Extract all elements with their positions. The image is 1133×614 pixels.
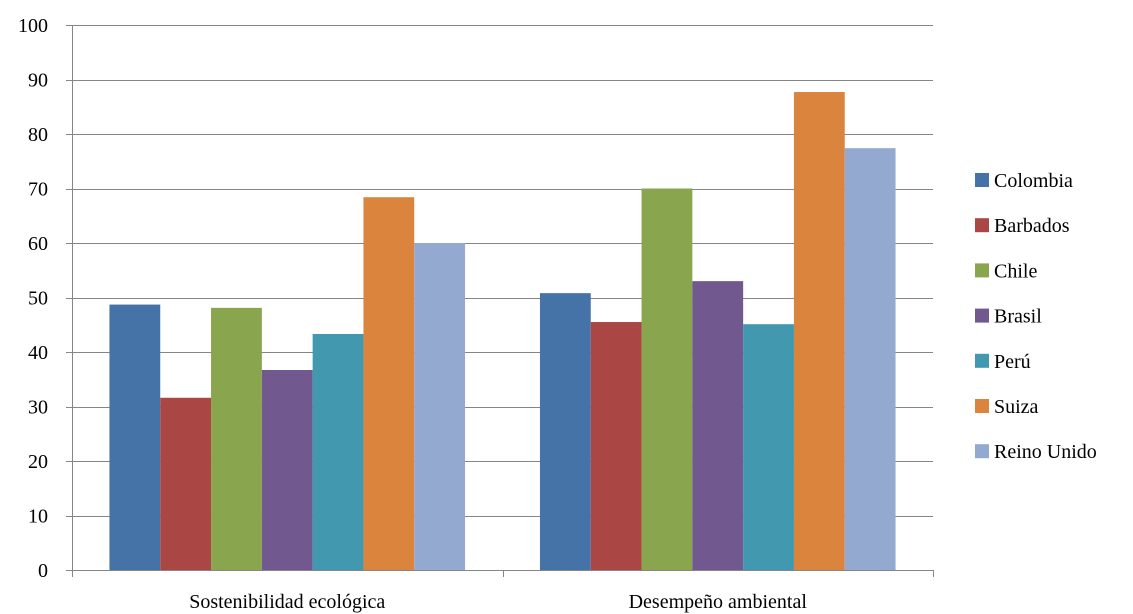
y-tick-label: 30 <box>28 397 48 419</box>
bar-perú <box>312 334 364 570</box>
y-tick-label: 0 <box>38 560 48 582</box>
legend-swatch <box>975 399 989 413</box>
bar-chile <box>641 188 693 570</box>
legend-swatch <box>975 263 989 278</box>
bar-suiza <box>363 197 415 570</box>
y-tick-label: 80 <box>28 124 48 146</box>
legend-label: Perú <box>994 351 1031 373</box>
y-tick-labels: 0 10 20 30 40 50 60 70 80 90 100 <box>18 15 48 582</box>
legend-label: Chile <box>994 260 1037 282</box>
legend-label: Brasil <box>994 306 1042 328</box>
bar-brasil <box>261 369 313 570</box>
bar-barbados <box>590 322 642 570</box>
y-tick-label: 60 <box>28 233 48 255</box>
bar-reino-unido <box>844 148 896 571</box>
legend-label: Suiza <box>994 396 1039 418</box>
y-tick-label: 20 <box>28 451 48 473</box>
legend-label: Reino Unido <box>994 441 1097 463</box>
bars <box>109 92 896 571</box>
x-category-labels: Sostenibilidad ecológica Desempeño ambien… <box>189 591 807 613</box>
bar-suiza <box>793 92 845 570</box>
legend-label: Colombia <box>994 170 1073 192</box>
legend: Colombia Barbados Chile Brasil Perú Suiza Rein… <box>975 170 1097 463</box>
x-category-label: Sostenibilidad ecológica <box>189 591 385 613</box>
bar-brasil <box>692 281 744 570</box>
bar-reino-unido <box>414 243 466 570</box>
legend-swatch <box>975 173 989 187</box>
legend-swatch <box>975 353 989 368</box>
y-tick-label: 70 <box>28 179 48 201</box>
y-tick-label: 10 <box>28 506 48 528</box>
bar-chile <box>211 307 262 570</box>
legend-swatch <box>975 218 989 233</box>
legend-swatch <box>975 444 989 459</box>
x-category-label: Desempeño ambiental <box>629 591 808 613</box>
y-tick-label: 100 <box>18 15 48 37</box>
y-tick-label: 40 <box>28 342 48 364</box>
legend-label: Barbados <box>994 215 1070 237</box>
bar-perú <box>743 324 794 570</box>
bar-colombia <box>539 293 591 570</box>
bar-colombia <box>109 304 161 570</box>
y-tick-label: 90 <box>28 70 48 92</box>
axes <box>66 25 934 577</box>
legend-swatch <box>975 308 989 323</box>
y-tick-label: 50 <box>28 288 48 310</box>
bar-barbados <box>160 397 212 570</box>
